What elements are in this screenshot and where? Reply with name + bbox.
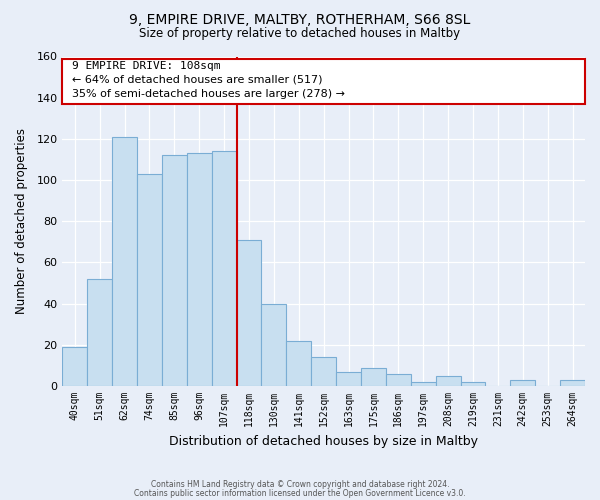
Y-axis label: Number of detached properties: Number of detached properties [15,128,28,314]
Text: Size of property relative to detached houses in Maltby: Size of property relative to detached ho… [139,28,461,40]
Text: ← 64% of detached houses are smaller (517): ← 64% of detached houses are smaller (51… [72,74,323,84]
Bar [112,137,137,386]
Bar [187,154,212,386]
Bar [336,372,361,386]
Text: 9, EMPIRE DRIVE, MALTBY, ROTHERHAM, S66 8SL: 9, EMPIRE DRIVE, MALTBY, ROTHERHAM, S66 … [130,12,470,26]
Bar [511,380,535,386]
Bar [411,382,436,386]
Text: 35% of semi-detached houses are larger (278) →: 35% of semi-detached houses are larger (… [72,88,345,99]
Bar [286,340,311,386]
Bar [461,382,485,386]
Bar [62,347,87,386]
Bar [87,279,112,386]
X-axis label: Distribution of detached houses by size in Maltby: Distribution of detached houses by size … [169,434,478,448]
Bar [137,174,162,386]
Bar [162,156,187,386]
Bar [436,376,461,386]
Bar [560,380,585,386]
Text: Contains public sector information licensed under the Open Government Licence v3: Contains public sector information licen… [134,489,466,498]
FancyBboxPatch shape [62,58,585,104]
Text: Contains HM Land Registry data © Crown copyright and database right 2024.: Contains HM Land Registry data © Crown c… [151,480,449,489]
Text: 9 EMPIRE DRIVE: 108sqm: 9 EMPIRE DRIVE: 108sqm [72,61,221,71]
Bar [262,304,286,386]
Bar [212,151,236,386]
Bar [386,374,411,386]
Bar [311,357,336,386]
Bar [361,368,386,386]
Bar [236,240,262,386]
